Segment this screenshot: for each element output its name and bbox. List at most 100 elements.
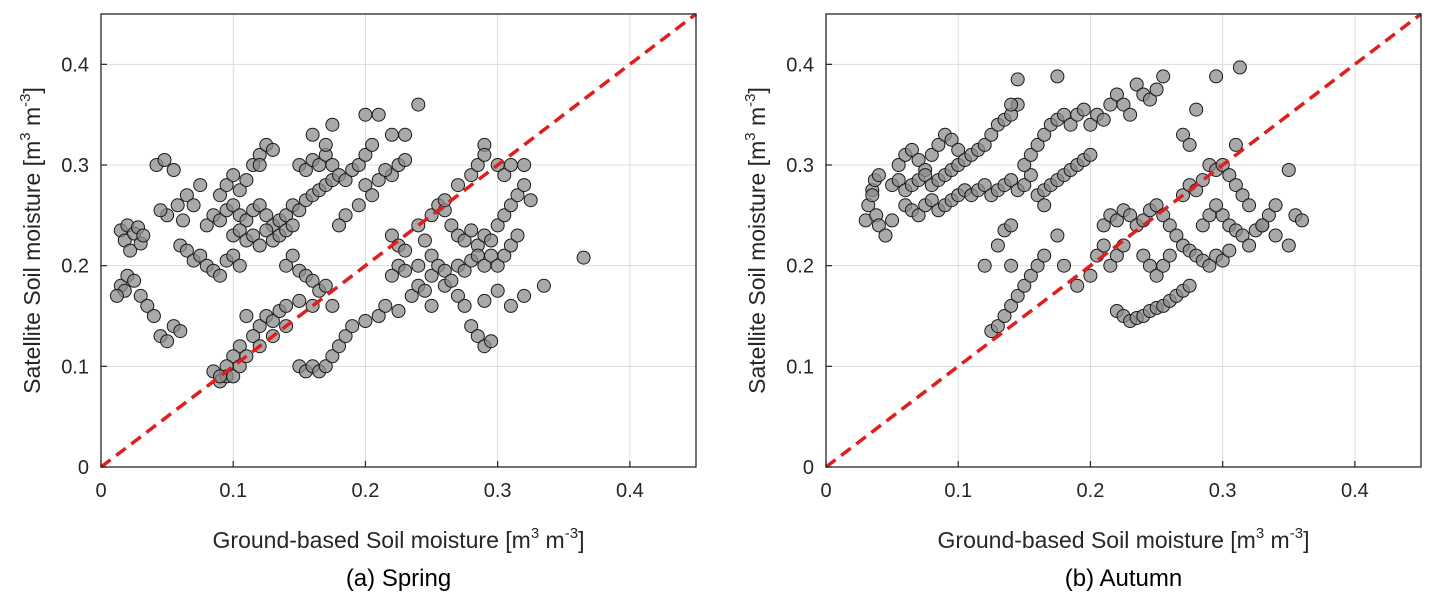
data-point bbox=[503, 298, 518, 313]
data-point bbox=[417, 283, 432, 298]
data-point bbox=[252, 158, 267, 172]
data-point bbox=[1010, 288, 1025, 303]
data-point bbox=[246, 228, 261, 243]
data-point bbox=[259, 208, 274, 223]
data-point bbox=[1023, 147, 1038, 162]
data-point bbox=[160, 334, 175, 349]
y-tick-label: 0.2 bbox=[786, 256, 814, 278]
x-tick-label: 0.2 bbox=[352, 480, 380, 502]
data-point bbox=[1228, 178, 1243, 193]
data-point bbox=[977, 258, 992, 273]
data-point bbox=[457, 298, 472, 313]
scatter-panel-2: 0 0.1 0.2 0.3 0.4 0 0.1 0.2 0.3 0.4 Ground-based S… bbox=[742, 12, 1423, 592]
data-point bbox=[285, 218, 300, 233]
data-point bbox=[424, 248, 439, 263]
data-point bbox=[305, 273, 320, 288]
data-point bbox=[1017, 158, 1032, 172]
data-point bbox=[186, 198, 201, 213]
data-point bbox=[123, 243, 138, 258]
data-point bbox=[464, 223, 479, 238]
data-point bbox=[497, 168, 512, 183]
data-point bbox=[358, 314, 373, 328]
data-point bbox=[259, 223, 274, 238]
data-point bbox=[1096, 218, 1111, 233]
data-point bbox=[1222, 243, 1237, 258]
data-point bbox=[523, 193, 538, 208]
data-point bbox=[437, 263, 452, 278]
data-point bbox=[1116, 97, 1131, 112]
data-point bbox=[1030, 258, 1045, 273]
data-point bbox=[1176, 127, 1190, 142]
data-point bbox=[252, 238, 267, 253]
data-point bbox=[891, 158, 906, 172]
axes-frame bbox=[825, 13, 1422, 468]
data-point bbox=[1182, 137, 1197, 152]
data-point bbox=[1136, 248, 1151, 263]
data-point bbox=[885, 213, 900, 228]
data-point bbox=[292, 293, 307, 308]
data-point bbox=[1063, 117, 1078, 132]
data-point bbox=[871, 218, 886, 233]
data-point bbox=[1004, 97, 1019, 112]
data-point bbox=[503, 238, 518, 253]
data-point bbox=[1096, 238, 1111, 253]
x-tick-label: 0.1 bbox=[219, 480, 247, 502]
data-point bbox=[365, 137, 380, 152]
axes-frame bbox=[100, 13, 697, 468]
panel-caption: (a) Spring bbox=[346, 565, 451, 592]
data-point bbox=[1083, 147, 1098, 162]
data-point bbox=[1023, 268, 1038, 283]
data-point bbox=[1255, 218, 1270, 233]
data-point bbox=[1123, 107, 1138, 122]
data-point bbox=[398, 127, 413, 142]
data-point bbox=[1023, 168, 1038, 183]
data-point bbox=[157, 153, 172, 167]
data-point bbox=[332, 339, 346, 354]
data-point bbox=[365, 188, 380, 203]
data-point bbox=[977, 137, 992, 152]
data-point bbox=[398, 153, 413, 167]
data-point bbox=[1037, 248, 1052, 263]
x-tick-label: 0 bbox=[95, 480, 106, 502]
data-point bbox=[292, 203, 307, 218]
data-point bbox=[517, 288, 532, 303]
data-point bbox=[503, 158, 518, 172]
data-point bbox=[1268, 198, 1283, 213]
data-point bbox=[510, 188, 525, 203]
data-point bbox=[153, 203, 168, 218]
data-point bbox=[325, 158, 340, 172]
data-point bbox=[133, 288, 148, 303]
data-point bbox=[1123, 208, 1138, 223]
data-point bbox=[911, 153, 926, 167]
data-point bbox=[1103, 258, 1118, 273]
data-point bbox=[170, 198, 185, 213]
y-tick-label: 0.3 bbox=[786, 155, 814, 177]
data-point bbox=[127, 273, 142, 288]
data-point bbox=[193, 178, 208, 193]
data-point bbox=[1057, 258, 1071, 273]
data-point bbox=[1228, 137, 1243, 152]
data-point bbox=[990, 238, 1005, 253]
data-point bbox=[1050, 69, 1065, 84]
data-point bbox=[1281, 163, 1296, 177]
data-point bbox=[193, 248, 208, 263]
data-point bbox=[424, 268, 439, 283]
data-point bbox=[878, 228, 893, 243]
data-point bbox=[444, 273, 459, 288]
data-point bbox=[484, 334, 499, 349]
data-point bbox=[246, 329, 261, 344]
data-point bbox=[226, 168, 241, 183]
data-point bbox=[1149, 82, 1164, 97]
data-point bbox=[918, 168, 933, 183]
data-point bbox=[1156, 258, 1171, 273]
data-point bbox=[1189, 102, 1204, 117]
data-point bbox=[424, 298, 439, 313]
data-point bbox=[232, 258, 247, 273]
y-tick-label: 0.4 bbox=[786, 54, 814, 76]
data-point bbox=[576, 250, 591, 265]
data-point bbox=[503, 198, 518, 213]
x-tick-label: 0.1 bbox=[944, 480, 972, 502]
data-point bbox=[457, 233, 472, 248]
